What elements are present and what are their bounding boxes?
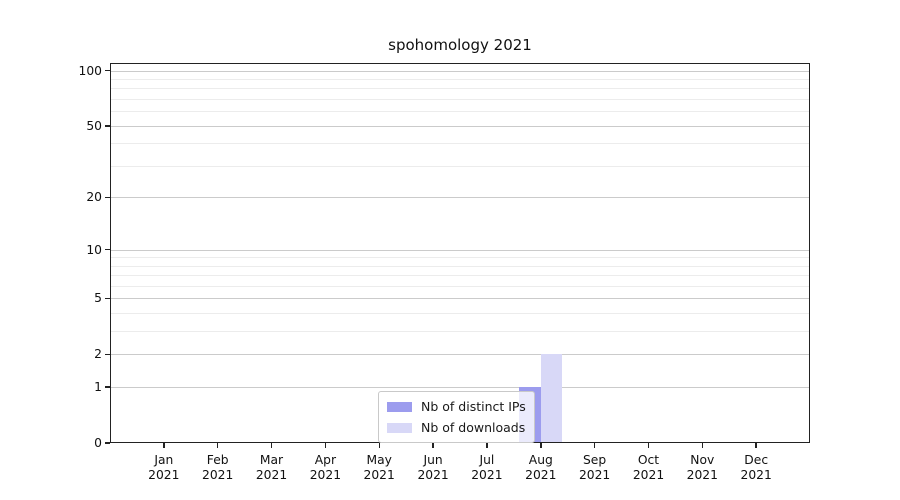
y-tick-0 (105, 442, 110, 444)
gridline-minor-90 (110, 79, 810, 80)
gridline-50 (110, 125, 810, 127)
gridline-minor-6 (110, 286, 810, 287)
x-tick-year: 2021 (525, 468, 557, 482)
x-tick-sep-2021 (593, 443, 596, 448)
gridline-20 (110, 197, 810, 199)
x-tick-year: 2021 (148, 468, 180, 482)
x-tick-month: Sep (583, 453, 607, 467)
x-tick-year: 2021 (578, 468, 611, 482)
y-tick-20 (105, 196, 110, 199)
y-tick-1 (105, 386, 110, 388)
y-tick-label: 100 (78, 63, 102, 78)
x-tick-month: May (366, 453, 392, 467)
x-tick-year: 2021 (363, 468, 395, 482)
y-tick-label: 5 (94, 291, 102, 306)
gridline-minor-60 (110, 111, 810, 113)
x-tick-label: Dec 2021 (724, 453, 788, 483)
x-tick-month: Apr (314, 453, 337, 467)
legend-item: Nb of distinct IPs (387, 397, 526, 416)
x-tick-may-2021 (378, 443, 380, 448)
legend-item: Nb of downloads (387, 418, 526, 437)
x-tick-year: 2021 (686, 468, 718, 482)
x-tick-label: Oct 2021 (617, 453, 681, 483)
x-tick-year: 2021 (740, 468, 772, 482)
x-tick-label: Apr 2021 (293, 453, 357, 483)
plot-border (110, 63, 810, 443)
x-tick-label: Feb 2021 (186, 453, 250, 483)
plot-area: 0 1 2 5 10 20 50 100 Jan 2021 Feb 2021 Mar 2021 Apr 202… (79, 63, 810, 482)
x-tick-apr-2021 (324, 443, 327, 448)
x-tick-label: Sep 2021 (563, 453, 627, 483)
y-tick-label: 20 (86, 190, 102, 205)
x-tick-jul-2021 (486, 443, 488, 448)
x-tick-label: Jun 2021 (401, 453, 465, 483)
x-tick-oct-2021 (647, 443, 650, 448)
x-tick-label: May 2021 (347, 453, 411, 483)
y-tick-label: 2 (94, 347, 102, 362)
y-tick-10 (105, 248, 110, 251)
x-tick-year: 2021 (309, 468, 342, 482)
legend: Nb of distinct IPs Nb of downloads (378, 391, 535, 443)
y-tick-100 (105, 69, 110, 72)
gridline-minor-3 (110, 331, 810, 333)
x-tick-year: 2021 (417, 468, 449, 482)
x-tick-label: Aug 2021 (509, 453, 573, 483)
y-tick-50 (105, 125, 110, 127)
gridline-minor-7 (110, 275, 810, 277)
x-tick-month: Nov (690, 453, 715, 467)
x-tick-month: Feb (206, 453, 229, 467)
x-tick-jan-2021 (163, 443, 165, 448)
x-tick-aug-2021 (540, 443, 542, 448)
gridline-minor-8 (110, 265, 810, 267)
legend-swatch-downloads (387, 422, 412, 433)
gridline-100 (110, 70, 810, 72)
gridline-10 (110, 249, 810, 251)
gridline-minor-80 (110, 88, 810, 90)
x-tick-month: Aug (528, 453, 553, 467)
x-tick-year: 2021 (471, 468, 503, 482)
legend-label: Nb of downloads (421, 420, 526, 435)
y-tick-label: 0 (94, 436, 102, 450)
gridline-minor-70 (110, 99, 810, 101)
x-tick-jun-2021 (432, 443, 434, 448)
gridline-minor-40 (110, 143, 810, 145)
gridline-2 (110, 354, 810, 356)
gridline-1 (110, 387, 810, 389)
legend-label: Nb of distinct IPs (421, 399, 526, 414)
x-tick-month: Mar (259, 453, 284, 467)
bar-nb-of-downloads-aug-2021 (540, 354, 563, 443)
x-tick-dec-2021 (755, 443, 757, 448)
x-tick-month: Oct (637, 453, 660, 467)
x-tick-mar-2021 (270, 443, 273, 448)
x-tick-month: Jan (154, 453, 174, 467)
x-tick-label: Nov 2021 (670, 453, 734, 483)
legend-swatch-distinct-ips (387, 401, 412, 412)
y-tick-2 (105, 353, 110, 356)
gridline-minor-30 (110, 165, 810, 167)
x-tick-month: Jun (423, 453, 443, 467)
x-tick-month: Jul (479, 453, 495, 467)
x-tick-year: 2021 (632, 468, 665, 482)
y-tick-label: 1 (94, 380, 102, 395)
x-tick-nov-2021 (701, 443, 704, 448)
gridline-5 (110, 298, 810, 300)
x-tick-year: 2021 (202, 468, 234, 482)
chart-title: spohomology 2021 (388, 36, 532, 54)
gridline-minor-9 (110, 257, 810, 259)
x-tick-label: Jul 2021 (455, 453, 519, 483)
x-tick-year: 2021 (255, 468, 288, 482)
x-tick-feb-2021 (216, 443, 219, 448)
y-tick-5 (105, 297, 110, 300)
x-tick-month: Dec (744, 453, 769, 467)
y-tick-label: 10 (86, 242, 102, 257)
gridline-minor-4 (110, 313, 810, 315)
y-tick-label: 50 (86, 118, 102, 133)
x-tick-label: Jan 2021 (132, 453, 196, 483)
x-tick-label: Mar 2021 (240, 453, 304, 483)
